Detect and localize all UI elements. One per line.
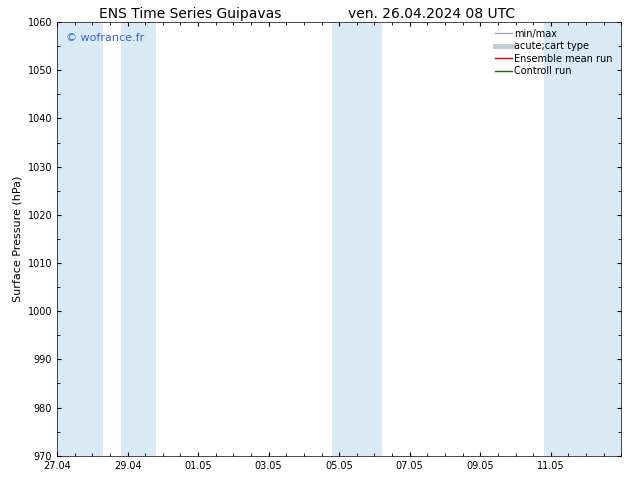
Text: ven. 26.04.2024 08 UTC: ven. 26.04.2024 08 UTC [347, 7, 515, 22]
Text: ENS Time Series Guipavas: ENS Time Series Guipavas [99, 7, 281, 22]
Legend: min/max, acute;cart type, Ensemble mean run, Controll run: min/max, acute;cart type, Ensemble mean … [493, 27, 616, 78]
Bar [46, 22, 103, 456]
Y-axis label: Surface Pressure (hPa): Surface Pressure (hPa) [12, 176, 22, 302]
Bar [544, 22, 632, 456]
Bar [332, 22, 382, 456]
Bar [120, 22, 156, 456]
Text: © wofrance.fr: © wofrance.fr [65, 33, 144, 43]
